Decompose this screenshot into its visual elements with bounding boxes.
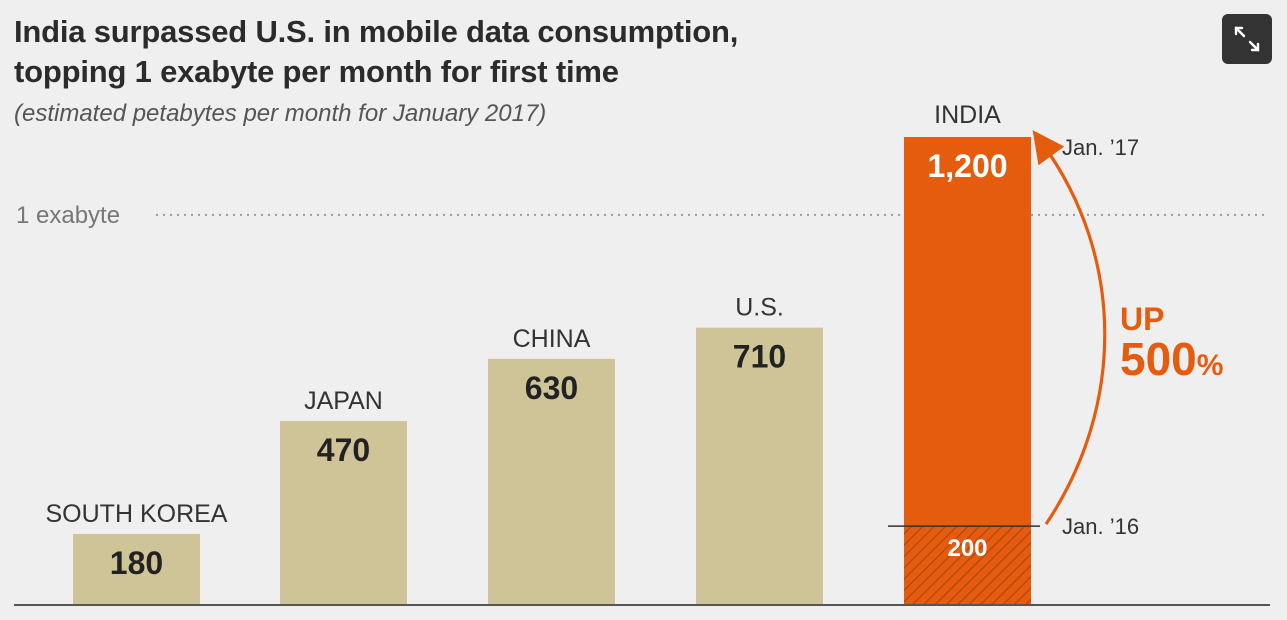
growth-percent-unit: % — [1197, 349, 1224, 382]
previous-date-label: Jan. ’16 — [1062, 514, 1139, 539]
category-label-u-s: U.S. — [735, 294, 784, 322]
growth-percent-number: 500 — [1120, 333, 1197, 385]
expand-button[interactable] — [1222, 14, 1272, 64]
value-label-india: 1,200 — [927, 148, 1007, 184]
previous-value-label: 200 — [947, 535, 987, 562]
category-label-india: INDIA — [934, 101, 1001, 129]
bar-u-s — [696, 327, 823, 604]
value-label-u-s: 710 — [733, 339, 786, 375]
bar-japan — [280, 421, 407, 604]
bar-india-previous — [904, 526, 1031, 604]
bar-china — [488, 358, 615, 604]
title-line-2: topping 1 exabyte per month for first ti… — [14, 54, 619, 89]
category-label-japan: JAPAN — [304, 387, 383, 415]
expand-icon — [1234, 26, 1260, 52]
chart-title: India surpassed U.S. in mobile data cons… — [14, 12, 738, 92]
bar-south-korea — [73, 533, 200, 604]
growth-label-percent: 500% — [1120, 333, 1223, 385]
value-label-japan: 470 — [317, 432, 370, 468]
chart-subtitle: (estimated petabytes per month for Janua… — [14, 100, 547, 127]
growth-label-up: UP — [1120, 301, 1164, 337]
growth-arrow — [1032, 130, 1107, 526]
value-label-china: 630 — [525, 370, 578, 406]
value-label-south-korea: 180 — [110, 545, 163, 581]
reference-line-label: 1 exabyte — [16, 202, 120, 229]
category-label-china: CHINA — [513, 325, 591, 353]
category-label-south-korea: SOUTH KOREA — [46, 500, 228, 528]
title-line-1: India surpassed U.S. in mobile data cons… — [14, 14, 739, 49]
current-date-label: Jan. ’17 — [1062, 135, 1139, 160]
